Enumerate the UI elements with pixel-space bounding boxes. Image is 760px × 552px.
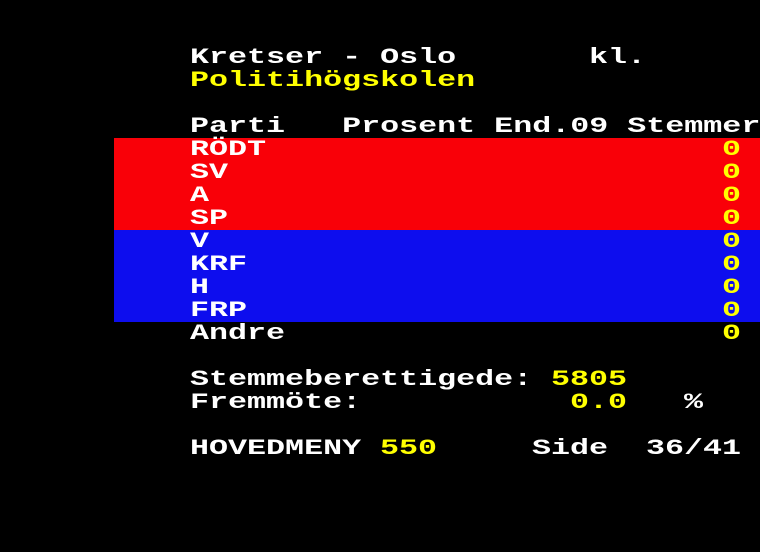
page-subtitle: Politihögskolen [190,68,476,93]
turnout-label: Fremmöte: [190,390,362,415]
party-name: A [190,183,210,208]
party-name: SP [190,206,229,231]
clock-label: kl. [589,45,647,70]
party-votes: 0 [722,206,742,231]
party-votes: 0 [722,252,742,277]
main-menu-page-number: 550 [380,436,438,461]
party-votes: 0 [722,160,742,185]
party-votes: 0 [722,298,742,323]
party-name: FRP [190,298,248,323]
turnout-unit: % [684,390,704,415]
party-name: KRF [190,252,248,277]
party-name: SV [190,160,229,185]
page-title: Kretser - Oslo [190,45,457,70]
party-votes: 0 [722,183,742,208]
main-menu-label: HOVEDMENY [190,436,362,461]
party-name: V [190,229,210,254]
party-name: Andre [190,321,286,346]
page-indicator: 36/41 [646,436,742,461]
turnout-value: 0.0 [570,390,628,415]
blue-party-block [114,230,760,322]
red-party-block [114,138,760,230]
side-label: Side [532,436,609,461]
electorate-label: Stemmeberettigede: [190,367,533,392]
party-votes: 0 [722,321,742,346]
party-votes: 0 [722,275,742,300]
party-votes: 0 [722,137,742,162]
table-column-headers: Parti Prosent End.09 Stemmer [190,114,760,139]
electorate-value: 5805 [551,367,628,392]
party-name: H [190,275,210,300]
party-name: RÖDT [190,137,267,162]
party-votes: 0 [722,229,742,254]
